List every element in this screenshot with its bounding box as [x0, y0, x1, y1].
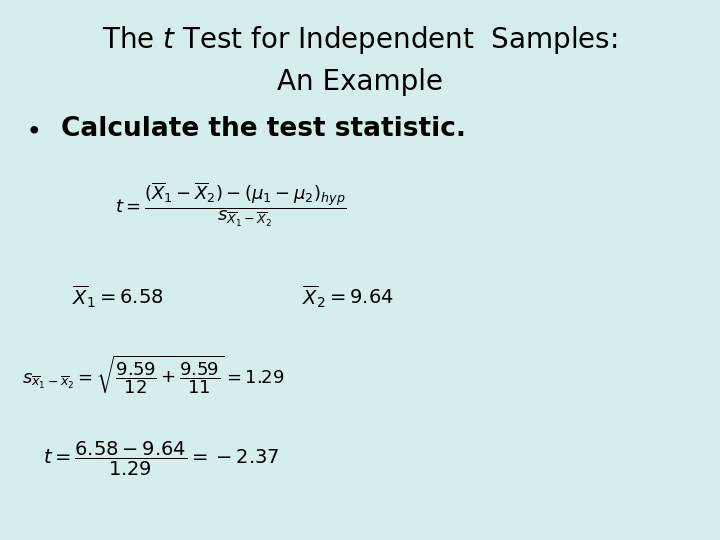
- Text: An Example: An Example: [277, 68, 443, 96]
- Text: $t = \dfrac{(\overline{X}_1 - \overline{X}_2) - (\mu_1 - \mu_2)_{hyp}}{s_{\overl: $t = \dfrac{(\overline{X}_1 - \overline{…: [115, 181, 347, 229]
- Text: $t = \dfrac{6.58 - 9.64}{1.29} = -2.37$: $t = \dfrac{6.58 - 9.64}{1.29} = -2.37$: [43, 440, 279, 478]
- Text: The $t$ Test for Independent  Samples:: The $t$ Test for Independent Samples:: [102, 24, 618, 56]
- Text: $\overline{X}_2 = 9.64$: $\overline{X}_2 = 9.64$: [302, 284, 395, 309]
- Text: $s_{\overline{x}_1 - \overline{x}_2} = \sqrt{\dfrac{9.59}{12} + \dfrac{9.59}{11}: $s_{\overline{x}_1 - \overline{x}_2} = \…: [22, 354, 284, 396]
- Text: Calculate the test statistic.: Calculate the test statistic.: [61, 116, 467, 142]
- Text: $\bullet$: $\bullet$: [25, 116, 40, 142]
- Text: $\overline{X}_1 = 6.58$: $\overline{X}_1 = 6.58$: [72, 284, 163, 309]
